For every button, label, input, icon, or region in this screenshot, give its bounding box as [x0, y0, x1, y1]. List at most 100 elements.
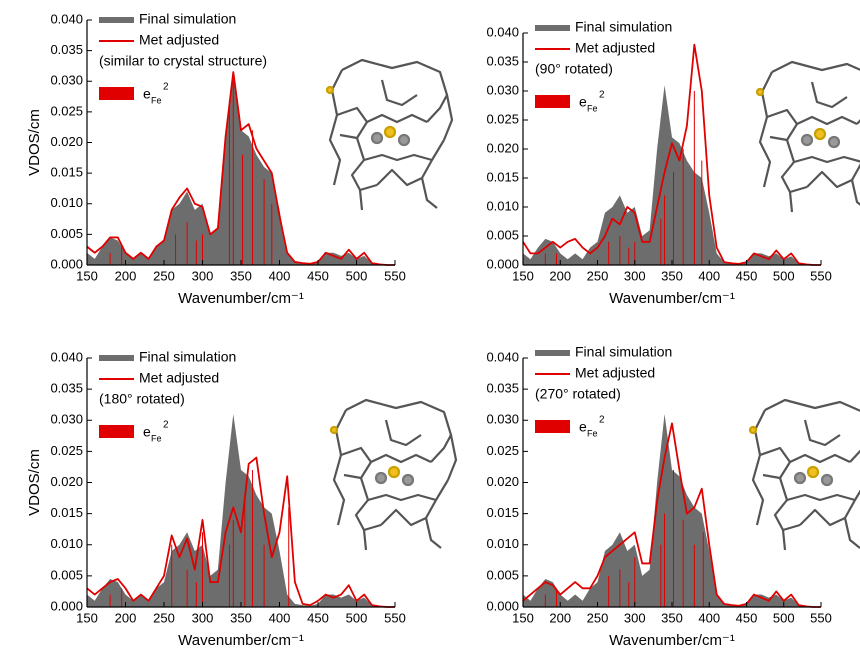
y-tick-label: 0.005 — [50, 226, 83, 241]
x-tick-label: 400 — [698, 268, 720, 283]
x-axis-label: Wavenumber/cm⁻¹ — [609, 290, 735, 307]
y-tick-label: 0.005 — [486, 227, 519, 242]
y-tick-label: 0.015 — [486, 169, 519, 184]
x-axis-label: Wavenumber/cm⁻¹ — [609, 632, 735, 649]
x-tick-label: 350 — [661, 268, 683, 283]
y-tick-label: 0.035 — [50, 381, 83, 396]
molecule — [757, 62, 860, 212]
legend-label: e — [579, 94, 587, 110]
molecule — [750, 400, 860, 550]
x-tick-label: 200 — [115, 268, 137, 283]
legend-label: Final simulation — [575, 19, 672, 35]
legend-label: Final simulation — [575, 344, 672, 360]
y-tick-label: 0.025 — [50, 103, 83, 118]
legend-swatch — [99, 87, 134, 100]
x-tick-label: 150 — [512, 268, 534, 283]
x-tick-label: 500 — [346, 610, 368, 625]
x-tick-label: 450 — [307, 610, 329, 625]
legend-label-sub: Fe — [587, 428, 598, 438]
x-tick-label: 250 — [153, 610, 175, 625]
y-tick-label: 0.030 — [50, 412, 83, 427]
legend-label-sub: Fe — [151, 95, 162, 105]
y-tick-label: 0.035 — [486, 381, 519, 396]
molecule — [331, 400, 456, 550]
legend-label-sup: 2 — [599, 90, 605, 101]
legend-swatch — [535, 350, 570, 356]
y-tick-label: 0.025 — [486, 111, 519, 126]
annotation: (similar to crystal structure) — [99, 53, 267, 69]
y-tick-label: 0.020 — [486, 474, 519, 489]
x-tick-label: 500 — [773, 268, 795, 283]
x-tick-label: 400 — [698, 610, 720, 625]
legend-label-sup: 2 — [599, 415, 605, 426]
x-tick-label: 200 — [549, 268, 571, 283]
y-tick-label: 0.035 — [486, 53, 519, 68]
x-tick-label: 350 — [230, 268, 252, 283]
x-tick-label: 200 — [549, 610, 571, 625]
legend-label: e — [143, 86, 151, 102]
y-tick-label: 0.010 — [486, 198, 519, 213]
area — [523, 414, 821, 607]
x-tick-label: 450 — [736, 268, 758, 283]
legend-label: Met adjusted — [575, 365, 655, 381]
x-tick-label: 450 — [307, 268, 329, 283]
y-tick-label: 0.010 — [486, 536, 519, 551]
legend-label: Met adjusted — [139, 370, 219, 386]
y-tick-label: 0.015 — [50, 505, 83, 520]
y-tick-label: 0.030 — [50, 73, 83, 88]
x-tick-label: 250 — [587, 610, 609, 625]
x-tick-label: 550 — [384, 610, 406, 625]
y-tick-label: 0.030 — [486, 82, 519, 97]
legend-label-sub: Fe — [587, 103, 598, 113]
annotation: (90° rotated) — [535, 61, 613, 77]
x-tick-label: 250 — [587, 268, 609, 283]
area — [523, 85, 821, 265]
legend-label-sub: Fe — [151, 433, 162, 443]
y-tick-label: 0.040 — [50, 11, 83, 26]
y-tick-label: 0.020 — [50, 134, 83, 149]
legend-label-sup: 2 — [163, 82, 169, 93]
y-tick-label: 0.005 — [50, 567, 83, 582]
legend-swatch — [99, 355, 134, 361]
y-tick-label: 0.020 — [486, 140, 519, 155]
y-tick-label: 0.015 — [50, 165, 83, 180]
area — [87, 414, 395, 607]
x-tick-label: 150 — [76, 268, 98, 283]
y-tick-label: 0.015 — [486, 505, 519, 520]
figure: 0.0000.0050.0100.0150.0200.0250.0300.035… — [0, 0, 860, 658]
x-tick-label: 500 — [346, 268, 368, 283]
annotation: (270° rotated) — [535, 386, 621, 402]
legend-label: Met adjusted — [139, 32, 219, 48]
legend-swatch — [535, 25, 570, 31]
x-tick-label: 150 — [512, 610, 534, 625]
x-tick-label: 300 — [192, 610, 214, 625]
legend-label: Met adjusted — [575, 40, 655, 56]
x-tick-label: 350 — [661, 610, 683, 625]
x-axis-label: Wavenumber/cm⁻¹ — [178, 290, 304, 307]
legend-label: Final simulation — [139, 11, 236, 27]
y-tick-label: 0.025 — [486, 443, 519, 458]
x-tick-label: 550 — [810, 610, 832, 625]
y-tick-label: 0.005 — [486, 567, 519, 582]
y-tick-label: 0.040 — [50, 349, 83, 364]
x-tick-label: 200 — [115, 610, 137, 625]
x-tick-label: 500 — [773, 610, 795, 625]
legend-swatch — [535, 95, 570, 108]
legend-label-sup: 2 — [163, 420, 169, 431]
molecule — [327, 60, 452, 210]
area — [87, 75, 395, 265]
y-tick-label: 0.040 — [486, 24, 519, 39]
x-tick-label: 350 — [230, 610, 252, 625]
legend-label: e — [143, 424, 151, 440]
x-tick-label: 550 — [810, 268, 832, 283]
y-tick-label: 0.010 — [50, 195, 83, 210]
legend-label: Final simulation — [139, 349, 236, 365]
y-tick-label: 0.040 — [486, 349, 519, 364]
y-tick-label: 0.010 — [50, 536, 83, 551]
legend-swatch — [99, 17, 134, 23]
legend-label: e — [579, 419, 587, 435]
x-tick-label: 450 — [736, 610, 758, 625]
x-tick-label: 300 — [192, 268, 214, 283]
annotation: (180° rotated) — [99, 391, 185, 407]
legend-swatch — [535, 420, 570, 433]
